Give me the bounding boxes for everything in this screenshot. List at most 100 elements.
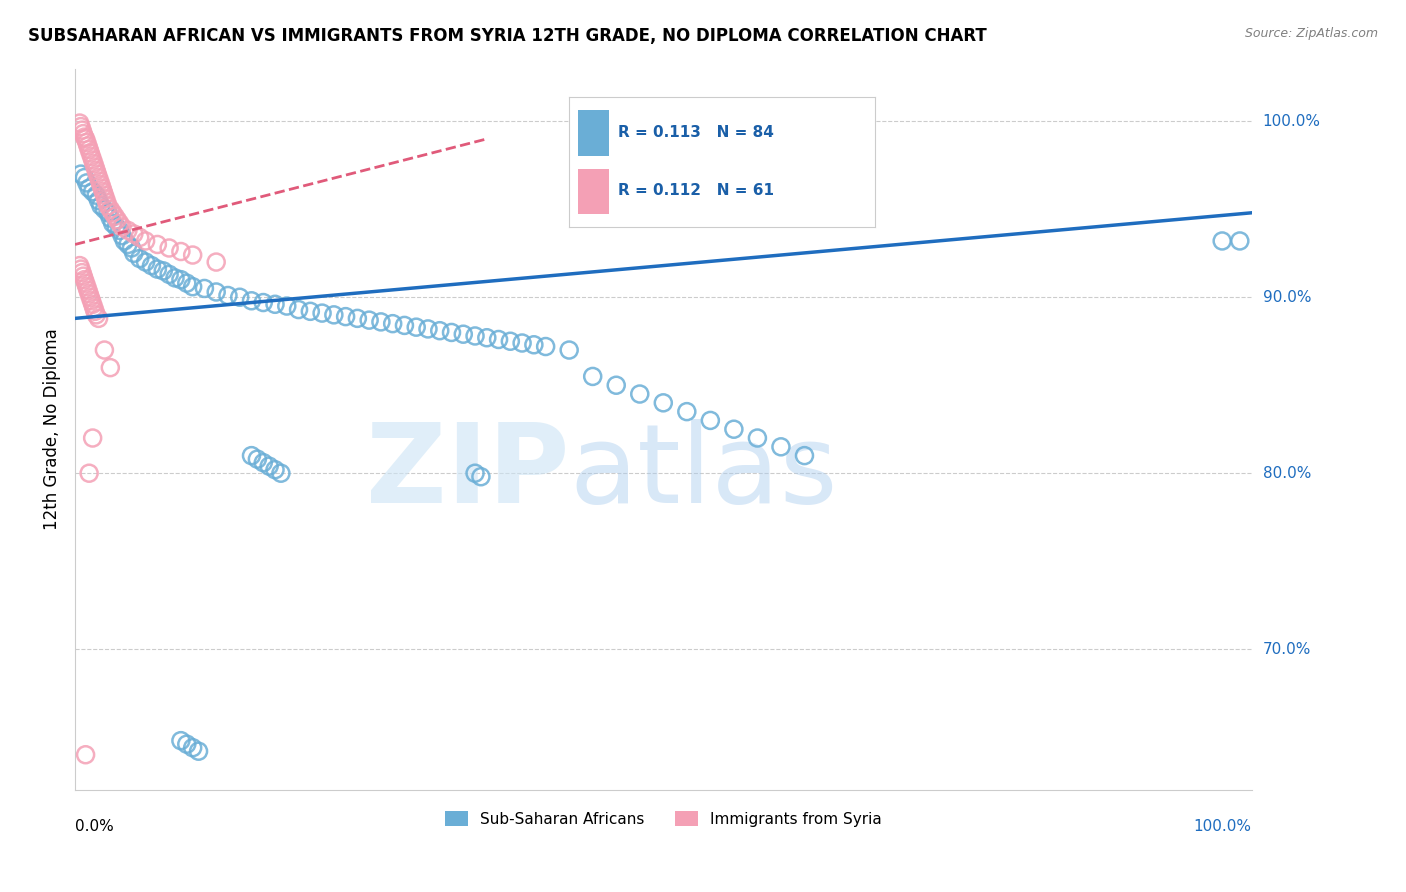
Point xyxy=(76,176,98,190)
Text: 70.0%: 70.0% xyxy=(1263,641,1310,657)
Point xyxy=(104,210,127,224)
Point xyxy=(299,304,322,318)
Point xyxy=(82,431,104,445)
Point xyxy=(84,308,107,322)
Point xyxy=(77,286,100,301)
Point xyxy=(335,310,357,324)
Point xyxy=(157,268,180,282)
Point xyxy=(105,219,128,234)
Point xyxy=(523,338,546,352)
Point xyxy=(117,237,139,252)
Point xyxy=(176,737,198,751)
Point xyxy=(122,227,145,241)
Point xyxy=(240,449,263,463)
Point xyxy=(80,149,103,163)
Point xyxy=(534,339,557,353)
Point xyxy=(205,255,228,269)
Point xyxy=(112,234,135,248)
Point xyxy=(70,167,93,181)
Point xyxy=(98,360,121,375)
Point xyxy=(152,264,174,278)
Point xyxy=(77,139,100,153)
Point xyxy=(723,422,745,436)
Point xyxy=(86,167,108,181)
Point xyxy=(101,206,124,220)
Point xyxy=(346,311,368,326)
Point xyxy=(91,181,114,195)
Point xyxy=(75,747,97,762)
Point xyxy=(793,449,815,463)
Point xyxy=(181,279,204,293)
Text: Source: ZipAtlas.com: Source: ZipAtlas.com xyxy=(1244,27,1378,40)
Point xyxy=(75,132,97,146)
Point xyxy=(510,336,533,351)
Point xyxy=(135,255,157,269)
Point xyxy=(652,396,675,410)
Point xyxy=(163,271,186,285)
Point xyxy=(370,315,392,329)
Point xyxy=(475,331,498,345)
Text: 100.0%: 100.0% xyxy=(1194,819,1251,834)
Point xyxy=(76,279,98,293)
Point xyxy=(79,290,101,304)
Point xyxy=(93,202,115,217)
Point xyxy=(82,297,104,311)
Point xyxy=(93,343,115,357)
Text: atlas: atlas xyxy=(569,419,838,526)
Point xyxy=(117,223,139,237)
Point xyxy=(429,324,451,338)
Point xyxy=(311,306,333,320)
Text: 90.0%: 90.0% xyxy=(1263,290,1312,305)
Point xyxy=(1229,234,1251,248)
Y-axis label: 12th Grade, No Diploma: 12th Grade, No Diploma xyxy=(44,328,60,530)
Point xyxy=(111,228,134,243)
Point xyxy=(82,185,104,199)
Point xyxy=(84,163,107,178)
Point xyxy=(98,202,121,217)
Point xyxy=(84,160,107,174)
Point xyxy=(605,378,627,392)
Point xyxy=(381,317,404,331)
Point xyxy=(181,740,204,755)
Point xyxy=(416,322,439,336)
Point xyxy=(287,302,309,317)
Point xyxy=(70,262,93,277)
Point xyxy=(322,308,344,322)
Point xyxy=(108,216,131,230)
Point xyxy=(246,452,269,467)
Point xyxy=(440,326,463,340)
Point xyxy=(205,285,228,299)
Text: ZIP: ZIP xyxy=(366,419,569,526)
Point xyxy=(170,733,193,747)
Point xyxy=(84,304,107,318)
Point xyxy=(229,290,252,304)
Point xyxy=(77,283,100,297)
Point xyxy=(128,252,150,266)
Point xyxy=(464,329,486,343)
Point xyxy=(217,288,239,302)
Point xyxy=(264,463,287,477)
Point xyxy=(93,188,115,202)
Point xyxy=(257,459,280,474)
Point xyxy=(464,467,486,481)
Point xyxy=(187,744,209,758)
Point xyxy=(170,244,193,259)
Point xyxy=(98,211,121,225)
Point xyxy=(558,343,581,357)
Point xyxy=(170,273,193,287)
Point xyxy=(628,387,651,401)
Point xyxy=(83,301,105,315)
Point xyxy=(699,413,721,427)
Point xyxy=(84,188,107,202)
Point xyxy=(87,194,110,208)
Point xyxy=(70,266,93,280)
Point xyxy=(75,276,97,290)
Point xyxy=(135,234,157,248)
Point xyxy=(69,259,91,273)
Point xyxy=(94,192,117,206)
Point xyxy=(69,116,91,130)
Point xyxy=(82,153,104,167)
Point xyxy=(77,467,100,481)
Point xyxy=(122,246,145,260)
Point xyxy=(72,269,94,284)
